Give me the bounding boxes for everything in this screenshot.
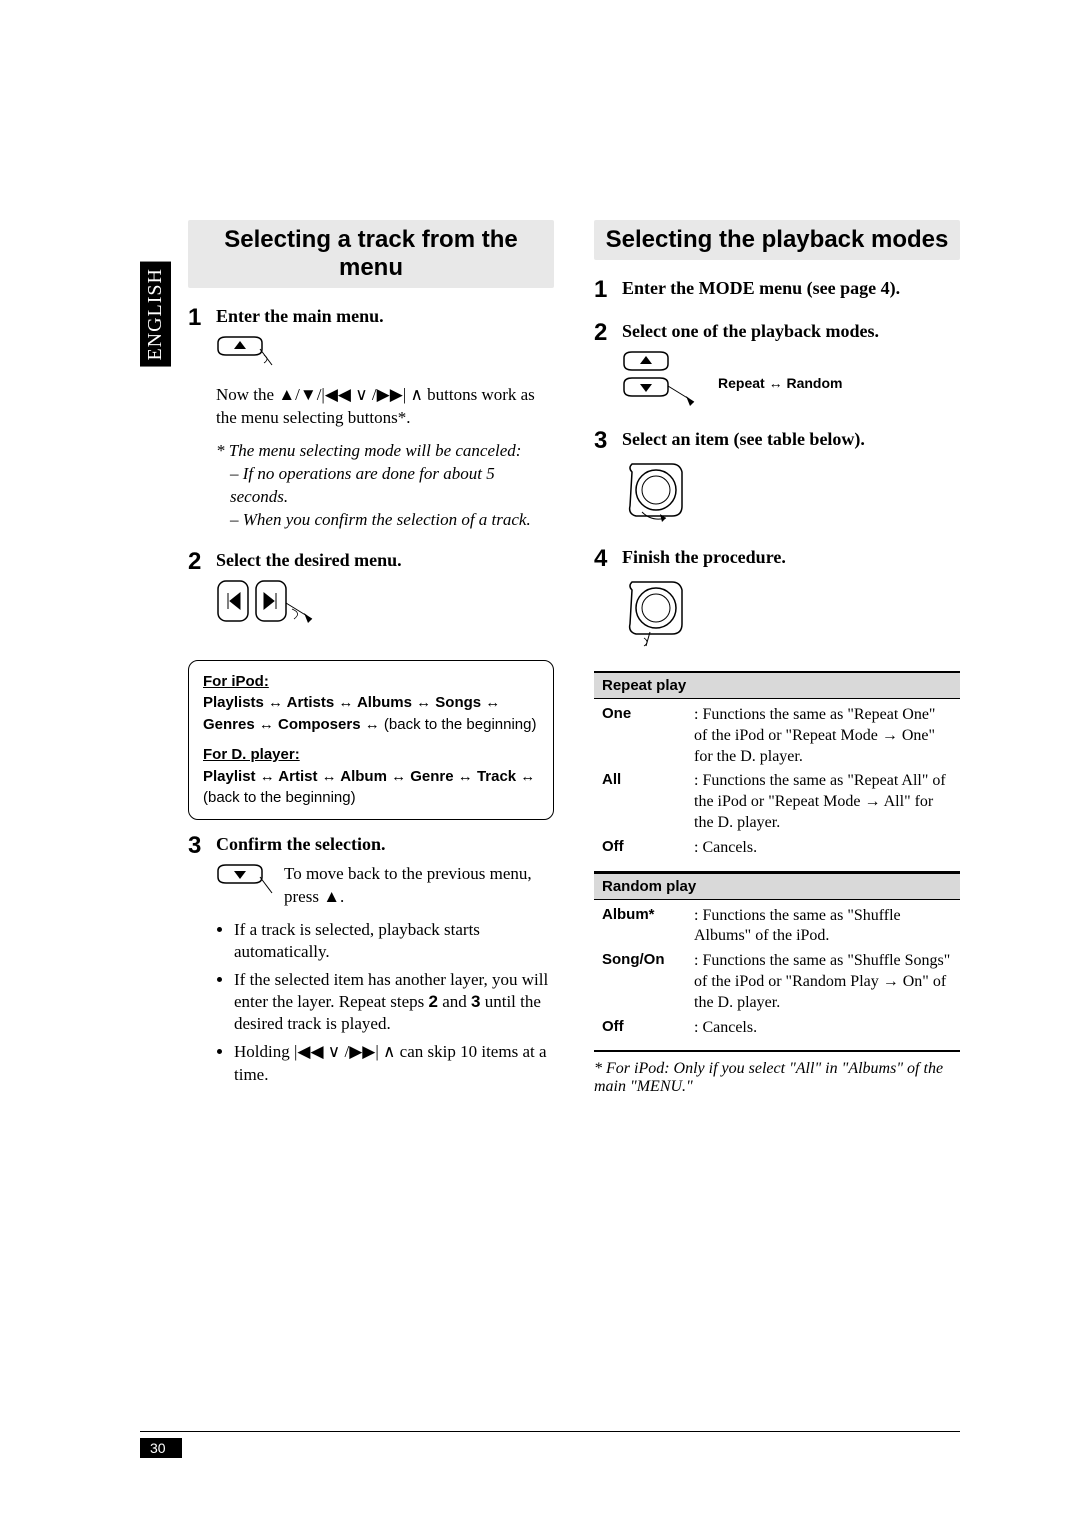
dial-press-icon xyxy=(622,576,960,655)
step-title: Select an item (see table below). xyxy=(622,429,960,450)
menu-cycle-box: For iPod: Playlists ↔ Artists ↔ Albums ↔… xyxy=(188,660,554,821)
repeat-table: Repeat play One : Functions the same as … xyxy=(594,671,960,873)
table-key: Song/On xyxy=(602,951,694,1013)
random-table: Random play Album* : Functions the same … xyxy=(594,873,960,1053)
up-down-buttons-icon xyxy=(622,350,702,415)
step-title: Enter the MODE menu (see page 4). xyxy=(622,278,960,299)
content-columns: Selecting a track from the menu 1 Enter … xyxy=(140,220,960,1106)
step-number: 2 xyxy=(594,321,622,415)
table-row: Song/On : Functions the same as "Shuffle… xyxy=(602,951,952,1013)
table-row: All : Functions the same as "Repeat All"… xyxy=(602,771,952,833)
right-step-3: 3 Select an item (see table below). xyxy=(594,429,960,533)
table-key: Album* xyxy=(602,906,694,948)
random-table-header: Random play xyxy=(594,873,960,900)
down-button-icon xyxy=(216,863,274,902)
step1-note-a: If no operations are done for about 5 se… xyxy=(230,463,554,509)
table-key: One xyxy=(602,705,694,767)
up-button-icon xyxy=(216,335,554,374)
bullet-b-bold1: 2 xyxy=(428,992,437,1011)
right-footnote: * For iPod: Only if you select "All" in … xyxy=(594,1060,960,1096)
step3-bullet-c: Holding |◀◀ ∨ /▶▶| ∧ can skip 10 items a… xyxy=(234,1041,554,1085)
step-number: 4 xyxy=(594,547,622,655)
table-key: Off xyxy=(602,838,694,859)
bottom-rule xyxy=(140,1431,960,1432)
step-title: Select the desired menu. xyxy=(216,550,554,571)
step-title: Select one of the playback modes. xyxy=(622,321,960,342)
table-val: : Cancels. xyxy=(694,838,952,859)
left-step-2: 2 Select the desired menu. xyxy=(188,550,554,644)
step-title: Confirm the selection. xyxy=(216,834,554,855)
language-tab: ENGLISH xyxy=(140,262,171,367)
table-val: : Functions the same as "Shuffle Songs" … xyxy=(694,951,952,1013)
step-title: Finish the procedure. xyxy=(622,547,960,568)
step1-desc: Now the ▲/▼/|◀◀ ∨ /▶▶| ∧ buttons work as… xyxy=(216,384,554,430)
step-number: 3 xyxy=(594,429,622,533)
table-val: : Functions the same as "Repeat One" of … xyxy=(694,705,952,767)
ipod-label: For iPod: xyxy=(203,673,269,690)
page-number: 30 xyxy=(140,1438,182,1458)
step-title: Enter the main menu. xyxy=(216,306,554,327)
step-number: 3 xyxy=(188,834,216,1092)
right-step-1: 1 Enter the MODE menu (see page 4). xyxy=(594,278,960,307)
table-val: : Functions the same as "Shuffle Albums"… xyxy=(694,906,952,948)
step3-bullet-b: If the selected item has another layer, … xyxy=(234,969,554,1035)
right-section-title: Selecting the playback modes xyxy=(594,220,960,260)
table-row: Album* : Functions the same as "Shuffle … xyxy=(602,906,952,948)
table-row: Off : Cancels. xyxy=(602,1018,952,1039)
step1-note-intro: * The menu selecting mode will be cancel… xyxy=(216,440,554,463)
left-section-title: Selecting a track from the menu xyxy=(188,220,554,288)
table-key: Off xyxy=(602,1018,694,1039)
right-column: Selecting the playback modes 1 Enter the… xyxy=(594,220,960,1106)
step1-note-b: When you confirm the selection of a trac… xyxy=(230,509,554,532)
bullet-b-mid: and xyxy=(438,992,471,1011)
ipod-chain-tail: (back to the beginning) xyxy=(380,716,537,733)
left-step-1: 1 Enter the main menu. Now the ▲/▼/|◀◀ ∨… xyxy=(188,306,554,532)
left-step-3: 3 Confirm the selection. To move back to… xyxy=(188,834,554,1092)
dplayer-chain-tail: (back to the beginning) xyxy=(203,789,356,806)
right-step-2: 2 Select one of the playback modes. xyxy=(594,321,960,415)
repeat-table-header: Repeat play xyxy=(594,671,960,699)
table-key: All xyxy=(602,771,694,833)
right-step-4: 4 Finish the procedure. xyxy=(594,547,960,655)
dplayer-label: For D. player: xyxy=(203,746,300,763)
repeat-random-label: Repeat ↔ Random xyxy=(718,375,842,391)
table-row: One : Functions the same as "Repeat One"… xyxy=(602,705,952,767)
dial-icon xyxy=(622,458,960,533)
table-row: Off : Cancels. xyxy=(602,838,952,859)
left-column: Selecting a track from the menu 1 Enter … xyxy=(188,220,554,1106)
step-number: 2 xyxy=(188,550,216,644)
step3-bullet-a: If a track is selected, playback starts … xyxy=(234,919,554,963)
dplayer-chain: Playlist ↔ Artist ↔ Album ↔ Genre ↔ Trac… xyxy=(203,768,535,785)
table-val: : Functions the same as "Repeat All" of … xyxy=(694,771,952,833)
prev-next-buttons-icon xyxy=(216,579,554,634)
step-number: 1 xyxy=(188,306,216,532)
table-val: : Cancels. xyxy=(694,1018,952,1039)
step3-back-text: To move back to the previous menu, press… xyxy=(284,863,554,909)
step-number: 1 xyxy=(594,278,622,307)
